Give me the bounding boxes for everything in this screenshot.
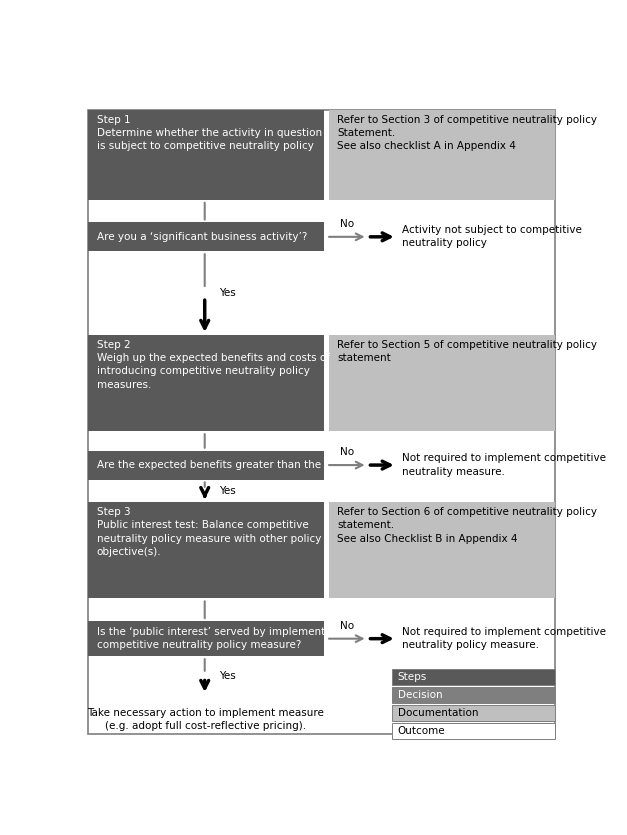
Bar	[392, 706, 555, 721]
Text: Step 1
Determine whether the activity in question
is subject to competitive neut: Step 1 Determine whether the activity in…	[97, 115, 322, 151]
Text: Refer to Section 6 of competitive neutrality policy
statement.
See also Checklis: Refer to Section 6 of competitive neutra…	[337, 507, 598, 544]
Text: Yes: Yes	[219, 671, 236, 681]
Text: Is the ‘public interest’ served by implementing
competitive neutrality policy me: Is the ‘public interest’ served by imple…	[97, 627, 341, 650]
Bar	[88, 621, 324, 656]
Bar	[88, 222, 324, 251]
Bar	[392, 669, 555, 685]
Bar	[392, 687, 555, 702]
Text: Outcome: Outcome	[398, 726, 445, 736]
Text: No: No	[340, 219, 354, 229]
Bar	[88, 451, 324, 479]
Text: No: No	[340, 621, 354, 631]
Text: Refer to Section 3 of competitive neutrality policy
Statement.
See also checklis: Refer to Section 3 of competitive neutra…	[337, 115, 598, 151]
Bar	[88, 110, 324, 200]
Bar	[392, 723, 555, 738]
Text: Are you a ‘significant business activity’?: Are you a ‘significant business activity…	[97, 232, 307, 242]
Text: Steps: Steps	[398, 672, 427, 682]
Text: Not required to implement competitive
neutrality policy measure.: Not required to implement competitive ne…	[401, 627, 606, 650]
Text: No: No	[340, 448, 354, 458]
Text: Are the expected benefits greater than the costs?: Are the expected benefits greater than t…	[97, 460, 357, 470]
Bar	[88, 335, 324, 432]
Bar	[329, 502, 555, 599]
Bar	[88, 502, 324, 599]
Text: Step 3
Public interest test: Balance competitive
neutrality policy measure with : Step 3 Public interest test: Balance com…	[97, 507, 321, 557]
Text: Decision: Decision	[398, 690, 442, 700]
Text: Activity not subject to competitive
neutrality policy: Activity not subject to competitive neut…	[401, 225, 581, 249]
Text: Yes: Yes	[219, 288, 236, 298]
Text: Documentation: Documentation	[398, 708, 478, 718]
Text: Step 2
Weigh up the expected benefits and costs of
introducing competitive neutr: Step 2 Weigh up the expected benefits an…	[97, 340, 330, 390]
Text: Yes: Yes	[219, 486, 236, 496]
Text: Take necessary action to implement measure
(e.g. adopt full cost-reflective pric: Take necessary action to implement measu…	[88, 708, 324, 731]
Bar	[329, 335, 555, 432]
Bar	[329, 110, 555, 200]
Text: Refer to Section 5 of competitive neutrality policy
statement: Refer to Section 5 of competitive neutra…	[337, 340, 598, 363]
Text: Not required to implement competitive
neutrality measure.: Not required to implement competitive ne…	[401, 453, 606, 477]
